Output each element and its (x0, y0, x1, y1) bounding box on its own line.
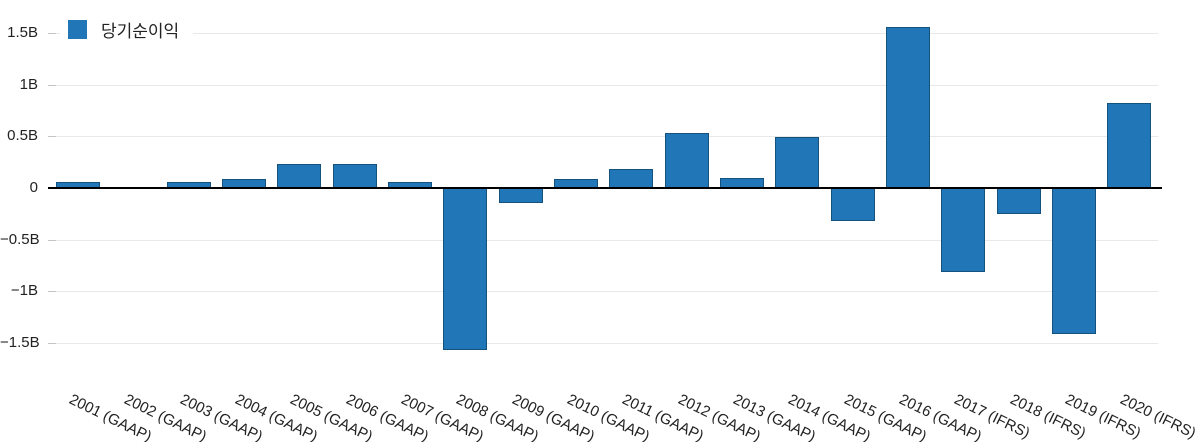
gridline (48, 84, 1158, 86)
bar-2014[interactable] (775, 137, 820, 188)
y-axis-tick-label: −1B (10, 282, 38, 300)
y-axis-tick (48, 33, 56, 35)
x-axis-line (48, 187, 1162, 189)
gridline (48, 136, 1158, 138)
bar-2019[interactable] (1051, 188, 1096, 334)
y-axis-tick-label: −1.5B (0, 333, 40, 351)
gridline (48, 291, 1158, 293)
bar-2012[interactable] (664, 133, 709, 188)
y-axis-tick (48, 136, 56, 138)
y-axis-tick-label: 0 (29, 179, 38, 196)
gridline (48, 33, 1158, 35)
bar-2017[interactable] (941, 188, 986, 272)
y-axis-tick-label: 1B (19, 75, 38, 93)
y-axis-tick-label: 0.5B (7, 127, 38, 145)
bar-2020[interactable] (1107, 103, 1152, 188)
y-axis-tick (48, 342, 56, 344)
bar-2005[interactable] (277, 164, 322, 188)
y-axis-tick (48, 239, 56, 241)
bar-2006[interactable] (332, 164, 377, 188)
legend-swatch-icon (68, 20, 87, 39)
bar-2016[interactable] (885, 26, 930, 188)
gridline (48, 239, 1158, 241)
y-axis-tick-label: −0.5B (0, 230, 40, 248)
y-axis-tick (48, 291, 56, 293)
bar-2018[interactable] (996, 188, 1041, 214)
bar-2008[interactable] (443, 188, 488, 351)
gridline (48, 342, 1158, 344)
bar-2011[interactable] (609, 169, 654, 188)
bar-2015[interactable] (830, 188, 875, 222)
legend-label: 당기순이익 (101, 22, 180, 41)
bar-2009[interactable] (498, 188, 543, 204)
legend-item[interactable]: 당기순이익 (60, 13, 194, 46)
y-axis-tick-label: 1.5B (7, 24, 38, 42)
y-axis-tick (48, 84, 56, 86)
